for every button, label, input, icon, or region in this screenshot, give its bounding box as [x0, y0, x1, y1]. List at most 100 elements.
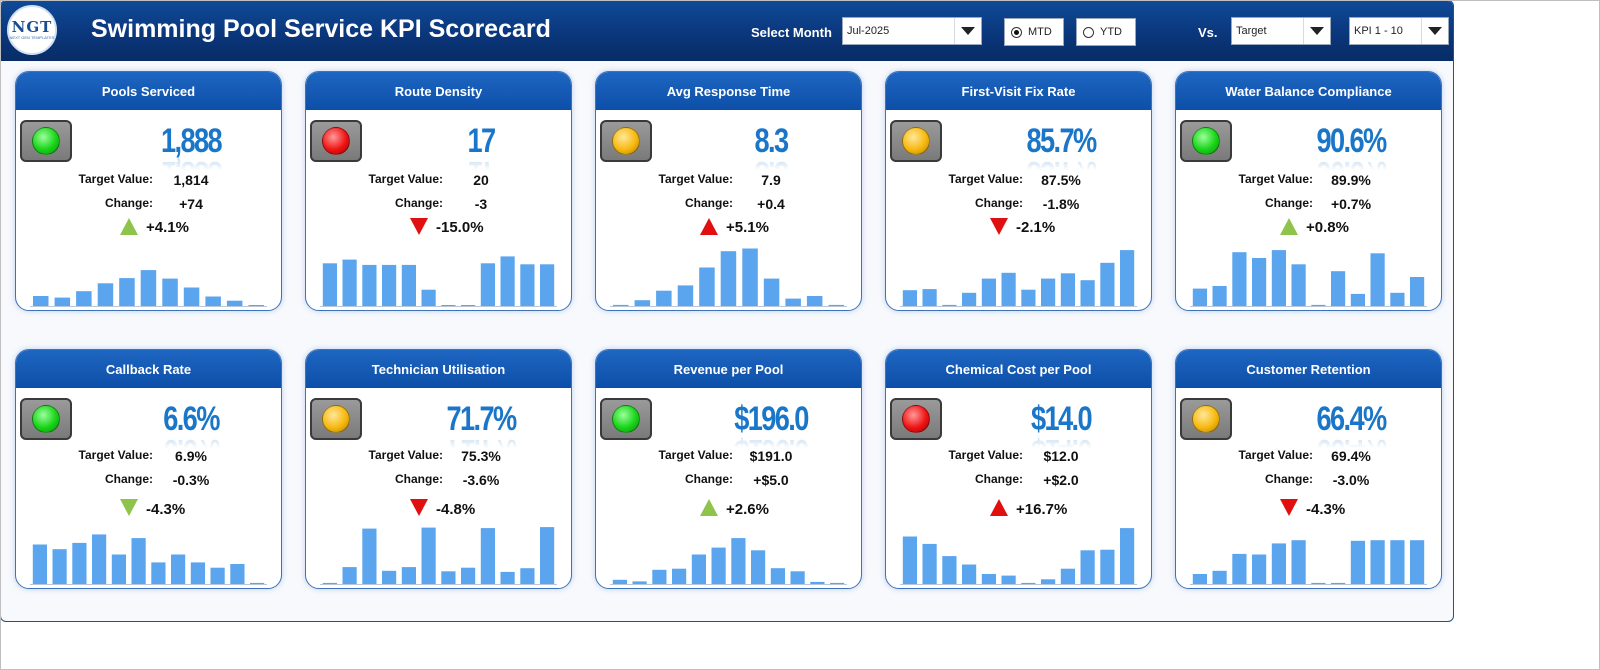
mtd-radio[interactable]: MTD: [1004, 18, 1064, 46]
target-value: 6.9%: [175, 448, 207, 464]
change-label: Change:: [105, 472, 153, 486]
target-label: Target Value:: [78, 448, 153, 462]
trend-bar: [785, 298, 801, 306]
trend-bar: [1041, 579, 1056, 584]
ytd-radio[interactable]: YTD: [1076, 18, 1136, 46]
trend-bar: [1041, 278, 1056, 306]
kpi-title: Customer Retention: [1246, 361, 1371, 377]
kpi-range-dropdown[interactable]: KPI 1 - 10: [1349, 17, 1449, 45]
arrow-up-icon: [1280, 218, 1298, 235]
trend-bar: [981, 278, 996, 306]
dashboard-frame: NGT NEXT GEN TEMPLATES Swimming Pool Ser…: [0, 0, 1454, 622]
chart-baseline: [610, 584, 847, 585]
trend-bar: [401, 264, 416, 306]
change-value: +$2.0: [1043, 472, 1079, 488]
status-light: [890, 120, 942, 162]
trend-bar: [183, 287, 200, 306]
trend-bar-chart: [612, 538, 845, 584]
trend-bar: [322, 582, 337, 584]
kpi-card-10[interactable]: Customer Retention 66.4% Target Value: 6…: [1175, 349, 1442, 589]
kpi-value: 90.6%: [1316, 122, 1387, 160]
change-value: +74: [179, 196, 203, 212]
kpi-card-7[interactable]: Technician Utilisation 71.7% Target Valu…: [305, 349, 572, 589]
trend-bar: [480, 263, 495, 306]
arrow-down-icon: [990, 218, 1008, 235]
trend-bar: [1291, 540, 1306, 584]
trend-bar: [461, 567, 476, 584]
kpi-title: First-Visit Fix Rate: [961, 83, 1076, 99]
change-label: Change:: [1265, 472, 1313, 486]
vs-label: Vs.: [1198, 25, 1218, 40]
target-value: 89.9%: [1331, 172, 1371, 188]
trend-bar: [742, 248, 758, 306]
kpi-card-5[interactable]: Water Balance Compliance 90.6% Target Va…: [1175, 71, 1442, 311]
change-label: Change:: [105, 196, 153, 210]
trend-bar: [111, 554, 126, 584]
kpi-card-3[interactable]: Avg Response Time 8.3 Target Value: 7.9 …: [595, 71, 862, 311]
kpi-card-4[interactable]: First-Visit Fix Rate 85.7% Target Value:…: [885, 71, 1152, 311]
change-percent: +5.1%: [726, 219, 769, 236]
trend-bar: [902, 290, 917, 306]
trend-bar: [632, 581, 647, 584]
chevron-down-icon[interactable]: [1421, 18, 1448, 44]
trend-bar: [401, 567, 416, 584]
target-value: 75.3%: [461, 448, 501, 464]
trend-bar: [1192, 574, 1207, 584]
trend-bar-chart: [32, 534, 265, 584]
trend-bar: [731, 538, 746, 584]
kpi-value: 8.3: [754, 122, 789, 160]
kpi-value: 6.6%: [163, 400, 220, 438]
header-bar: NGT NEXT GEN TEMPLATES Swimming Pool Ser…: [1, 1, 1453, 61]
kpi-card-8[interactable]: Revenue per Pool $196.0 Target Value: $1…: [595, 349, 862, 589]
trend-bar: [171, 554, 186, 584]
logo: NGT NEXT GEN TEMPLATES: [7, 5, 57, 55]
trend-bar: [421, 527, 436, 584]
trend-bar: [441, 571, 456, 584]
arrow-down-icon: [410, 499, 428, 516]
trend-bar: [677, 285, 694, 306]
target-label: Target Value:: [948, 448, 1023, 462]
kpi-value: $196.0: [734, 400, 809, 438]
trend-bar: [699, 267, 715, 306]
kpi-card-header: Water Balance Compliance: [1176, 72, 1441, 110]
change-label: Change:: [395, 472, 443, 486]
trend-bar-chart: [902, 528, 1135, 584]
kpi-card-6[interactable]: Callback Rate 6.6% Target Value: 6.9% Ch…: [15, 349, 282, 589]
trend-bar-chart: [1192, 250, 1425, 306]
change-value: +0.7%: [1330, 196, 1372, 212]
chevron-down-icon[interactable]: [954, 18, 981, 44]
trend-bar: [421, 289, 436, 306]
kpi-value: 85.7%: [1026, 122, 1097, 160]
change-value: -0.3%: [172, 472, 210, 488]
target-value: 7.9: [761, 172, 781, 188]
trend-bar: [322, 263, 337, 306]
kpi-card-2[interactable]: Route Density 17 Target Value: 20 Change…: [305, 71, 572, 311]
month-dropdown[interactable]: Jul-2025: [842, 17, 982, 45]
trend-bar: [922, 543, 937, 584]
chevron-down-icon[interactable]: [1303, 18, 1330, 44]
trend-bar: [1252, 554, 1267, 584]
kpi-title: Chemical Cost per Pool: [945, 361, 1092, 377]
trend-bar: [190, 562, 205, 584]
target-label: Target Value:: [658, 172, 733, 186]
arrow-up-icon: [990, 499, 1008, 516]
kpi-card-1[interactable]: Pools Serviced 1,888 Target Value: 1,814…: [15, 71, 282, 311]
logo-subtext: NEXT GEN TEMPLATES: [9, 35, 55, 40]
trend-bar: [210, 567, 225, 584]
trend-bar: [1331, 582, 1346, 584]
kpi-card-9[interactable]: Chemical Cost per Pool $14.0 Target Valu…: [885, 349, 1152, 589]
page-title: Swimming Pool Service KPI Scorecard: [91, 15, 551, 43]
trend-bar: [770, 568, 785, 584]
trend-bar: [1212, 570, 1227, 584]
kpi-card-header: Route Density: [306, 72, 571, 110]
trend-bar: [500, 571, 515, 584]
compare-dropdown[interactable]: Target: [1231, 17, 1331, 45]
change-percent: -4.8%: [436, 501, 476, 518]
kpi-title: Water Balance Compliance: [1225, 83, 1392, 99]
status-light: [890, 398, 942, 440]
trend-bar: [54, 297, 71, 306]
kpi-value: 66.4%: [1316, 400, 1387, 438]
trend-bar: [131, 538, 146, 584]
change-value: -1.8%: [1042, 196, 1080, 212]
arrow-down-icon: [410, 218, 428, 235]
